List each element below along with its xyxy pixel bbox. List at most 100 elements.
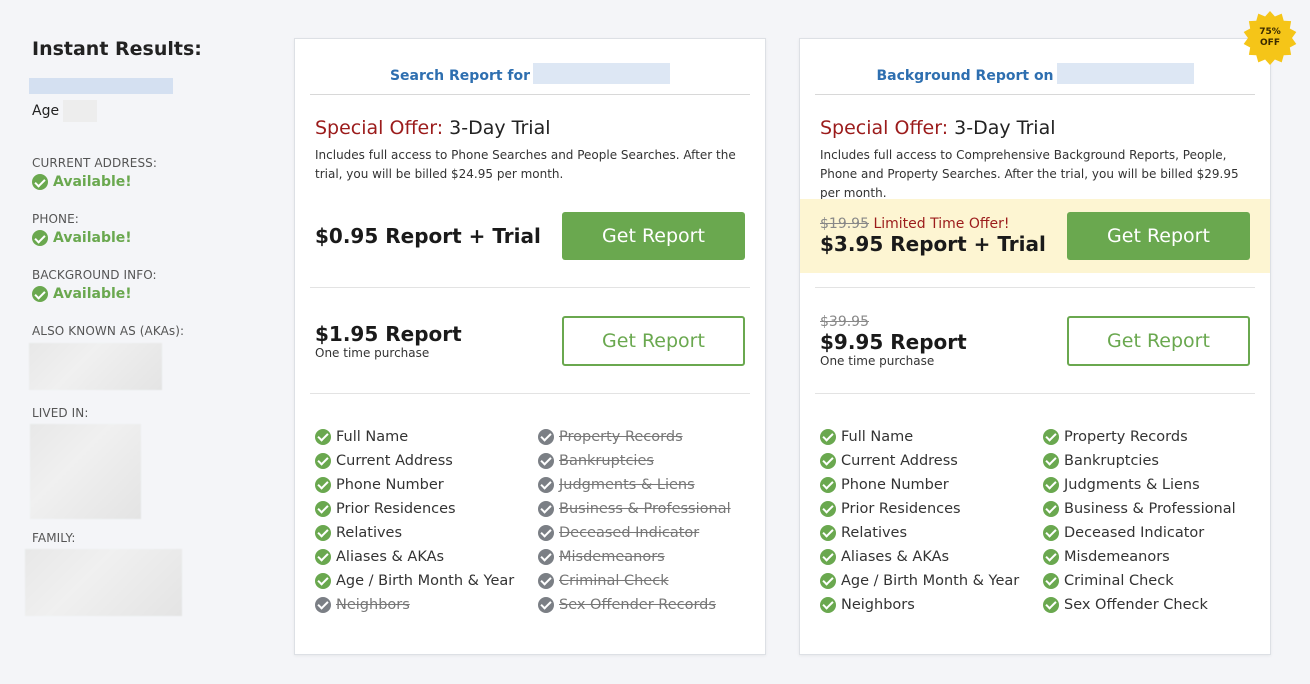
offer-description: Includes full access to Comprehensive Ba… bbox=[820, 148, 1239, 200]
feature-item: Neighbors bbox=[820, 595, 1043, 614]
feature-label: Property Records bbox=[559, 428, 683, 445]
feature-item: Misdemeanors bbox=[538, 547, 755, 566]
offer-description: Includes full access to Phone Searches a… bbox=[315, 148, 736, 181]
feature-label: Judgments & Liens bbox=[1064, 476, 1200, 493]
redacted-lived-in bbox=[30, 424, 141, 519]
get-report-one-time-button[interactable]: Get Report bbox=[1067, 316, 1250, 366]
limited-time-offer: Limited Time Offer! bbox=[873, 216, 1010, 232]
feature-item: Age / Birth Month & Year bbox=[315, 571, 538, 590]
feature-label: Relatives bbox=[841, 524, 908, 541]
feature-item: Phone Number bbox=[315, 475, 538, 494]
starburst-icon bbox=[1243, 11, 1297, 65]
feature-item: Relatives bbox=[820, 523, 1043, 542]
feature-item: Full Name bbox=[315, 427, 538, 446]
feature-label: Full Name bbox=[841, 428, 914, 445]
feature-item: Property Records bbox=[538, 427, 755, 446]
check-circle-icon bbox=[1043, 452, 1059, 469]
check-circle-icon bbox=[820, 452, 836, 469]
divider bbox=[310, 393, 750, 394]
trial-row: $0.95 Report + Trial Get Report bbox=[295, 199, 765, 273]
feature-label: Bankruptcies bbox=[559, 452, 654, 469]
feature-item: Criminal Check bbox=[538, 571, 755, 590]
one-time-old-price: $39.95 bbox=[820, 314, 869, 330]
offer-title: Special Offer: 3-Day Trial bbox=[315, 117, 745, 139]
check-circle-icon bbox=[32, 230, 48, 246]
feature-item: Business & Professional bbox=[538, 499, 755, 518]
one-time-subtext: One time purchase bbox=[820, 354, 935, 368]
feature-item: Relatives bbox=[315, 523, 538, 542]
feature-label: Prior Residences bbox=[841, 500, 961, 517]
check-circle-icon bbox=[820, 572, 836, 589]
feature-label: Criminal Check bbox=[1064, 572, 1174, 589]
feature-item: Judgments & Liens bbox=[1043, 475, 1260, 494]
check-circle-icon bbox=[315, 572, 331, 589]
feature-item: Phone Number bbox=[820, 475, 1043, 494]
redacted-subject-name bbox=[533, 63, 671, 84]
check-circle-icon bbox=[1043, 428, 1059, 445]
feature-label: Relatives bbox=[336, 524, 403, 541]
offer-name: 3-Day Trial bbox=[954, 117, 1056, 139]
feature-label: Criminal Check bbox=[559, 572, 669, 589]
feature-label: Property Records bbox=[1064, 428, 1188, 445]
feature-label: Full Name bbox=[336, 428, 409, 445]
lived-in-label: LIVED IN: bbox=[32, 406, 89, 420]
current-address-label: CURRENT ADDRESS: bbox=[32, 156, 158, 170]
feature-label: Sex Offender Check bbox=[1064, 596, 1208, 613]
feature-label: Age / Birth Month & Year bbox=[336, 572, 515, 589]
feature-item: Neighbors bbox=[315, 595, 538, 614]
feature-label: Neighbors bbox=[336, 596, 410, 613]
background-info-status: Available! bbox=[32, 286, 248, 302]
trial-price: $3.95 Report + Trial bbox=[820, 232, 1046, 256]
check-circle-icon bbox=[820, 476, 836, 493]
redacted-name bbox=[29, 78, 173, 94]
instant-results-title: Instant Results: bbox=[32, 38, 202, 60]
feature-label: Judgments & Liens bbox=[559, 476, 695, 493]
get-report-one-time-button[interactable]: Get Report bbox=[562, 316, 745, 366]
feature-label: Current Address bbox=[336, 452, 453, 469]
check-circle-icon bbox=[32, 286, 48, 302]
check-circle-icon bbox=[32, 174, 48, 190]
limited-offer-line: $19.95 Limited Time Offer! bbox=[820, 216, 1046, 232]
get-report-trial-button[interactable]: Get Report bbox=[562, 212, 745, 260]
feature-label: Phone Number bbox=[336, 476, 444, 493]
one-time-row: $39.95 $9.95 Report One time purchase Ge… bbox=[800, 314, 1270, 368]
check-circle-icon bbox=[538, 548, 554, 565]
offer-name: 3-Day Trial bbox=[449, 117, 551, 139]
feature-label: Sex Offender Records bbox=[559, 596, 716, 613]
trial-row: $19.95 Limited Time Offer! $3.95 Report … bbox=[800, 199, 1270, 273]
check-circle-icon bbox=[1043, 596, 1059, 613]
phone-label: PHONE: bbox=[32, 212, 79, 226]
check-circle-icon bbox=[538, 596, 554, 613]
one-time-price-block: $1.95 Report One time purchase bbox=[315, 322, 462, 360]
one-time-price: $1.95 Report bbox=[315, 322, 462, 346]
discount-badge: 75% OFF bbox=[1243, 11, 1297, 65]
feature-label: Neighbors bbox=[841, 596, 915, 613]
check-circle-icon bbox=[538, 452, 554, 469]
badge-off: OFF bbox=[1260, 38, 1280, 48]
age-label: Age bbox=[32, 103, 60, 119]
feature-item: Misdemeanors bbox=[1043, 547, 1260, 566]
check-circle-icon bbox=[315, 548, 331, 565]
special-offer-label: Special Offer: bbox=[315, 117, 444, 139]
check-circle-icon bbox=[820, 428, 836, 445]
status-text: Available! bbox=[53, 230, 132, 246]
status-text: Available! bbox=[53, 286, 132, 302]
search-report-card: Search Report for Special Offer: 3-Day T… bbox=[294, 38, 766, 655]
get-report-trial-button[interactable]: Get Report bbox=[1067, 212, 1250, 260]
feature-list: Full Name Property Records Current Address… bbox=[315, 427, 755, 614]
check-circle-icon bbox=[1043, 500, 1059, 517]
feature-item: Criminal Check bbox=[1043, 571, 1260, 590]
divider bbox=[815, 393, 1255, 394]
check-circle-icon bbox=[538, 428, 554, 445]
card-header: Background Report on bbox=[815, 39, 1255, 95]
feature-label: Aliases & AKAs bbox=[336, 548, 445, 565]
feature-label: Aliases & AKAs bbox=[841, 548, 950, 565]
background-info-label: BACKGROUND INFO: bbox=[32, 268, 157, 282]
check-circle-icon bbox=[820, 596, 836, 613]
feature-item: Current Address bbox=[820, 451, 1043, 470]
check-circle-icon bbox=[315, 476, 331, 493]
feature-item: Age / Birth Month & Year bbox=[820, 571, 1043, 590]
redacted-akas bbox=[29, 343, 162, 390]
check-circle-icon bbox=[1043, 572, 1059, 589]
redacted-subject-name bbox=[1056, 63, 1194, 84]
